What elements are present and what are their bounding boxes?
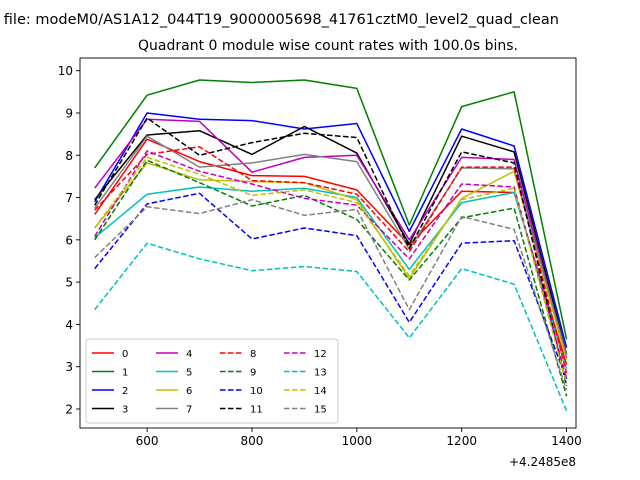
legend-label-3: 3 — [122, 405, 128, 416]
y-tick-label: 4 — [65, 318, 73, 332]
legend-label-14: 14 — [314, 386, 327, 397]
chart-title: Quadrant 0 module wise count rates with … — [138, 38, 518, 54]
axes-frame — [79, 57, 577, 429]
x-tick-label: 1200 — [446, 434, 477, 448]
legend-label-12: 12 — [314, 349, 327, 360]
series-line-15 — [94, 198, 568, 391]
legend-label-10: 10 — [250, 386, 263, 397]
y-tick-label: 6 — [65, 233, 73, 247]
legend-label-0: 0 — [122, 349, 128, 360]
series-line-5 — [94, 186, 568, 370]
x-offset-label: +4.2485e8 — [509, 455, 576, 469]
legend-label-11: 11 — [250, 405, 263, 416]
legend-label-13: 13 — [314, 368, 327, 379]
legend-label-2: 2 — [122, 386, 128, 397]
series-line-3 — [94, 125, 568, 355]
plot-area: 600 800 1000 1200 1400+4.2485e82345678910012… — [58, 57, 582, 469]
y-tick-label: 8 — [65, 149, 73, 163]
legend-label-6: 6 — [186, 386, 192, 397]
series-line-2 — [94, 112, 568, 348]
series-line-4 — [94, 118, 568, 359]
x-tick-label: 800 — [241, 434, 264, 448]
legend-box — [85, 338, 339, 424]
series-line-13 — [94, 242, 568, 412]
legend-label-15: 15 — [314, 405, 327, 416]
x-tick-label: 1000 — [342, 434, 373, 448]
y-tick-label: 9 — [65, 106, 73, 120]
legend-label-7: 7 — [186, 405, 192, 416]
x-tick-label: 600 — [136, 434, 159, 448]
y-tick-label: 2 — [65, 402, 73, 416]
series-line-9 — [94, 159, 568, 397]
legend-label-4: 4 — [186, 349, 192, 360]
legend-label-1: 1 — [122, 368, 128, 379]
y-tick-label: 5 — [65, 276, 73, 290]
series-line-14 — [94, 156, 568, 384]
legend-label-5: 5 — [186, 368, 192, 379]
series-line-12 — [94, 150, 568, 379]
figure-suptitle: n file: modeM0/AS1A12_044T19_9000005698_… — [0, 12, 559, 28]
series-line-7 — [94, 135, 568, 356]
y-tick-label: 7 — [65, 191, 73, 205]
legend-label-9: 9 — [250, 368, 256, 379]
y-tick-label: 3 — [65, 360, 73, 374]
series-line-1 — [94, 79, 568, 340]
series-line-11 — [94, 117, 568, 386]
legend-label-8: 8 — [250, 349, 256, 360]
y-tick-label: 10 — [58, 64, 73, 78]
series-line-0 — [94, 138, 568, 365]
x-tick-label: 1400 — [551, 434, 582, 448]
